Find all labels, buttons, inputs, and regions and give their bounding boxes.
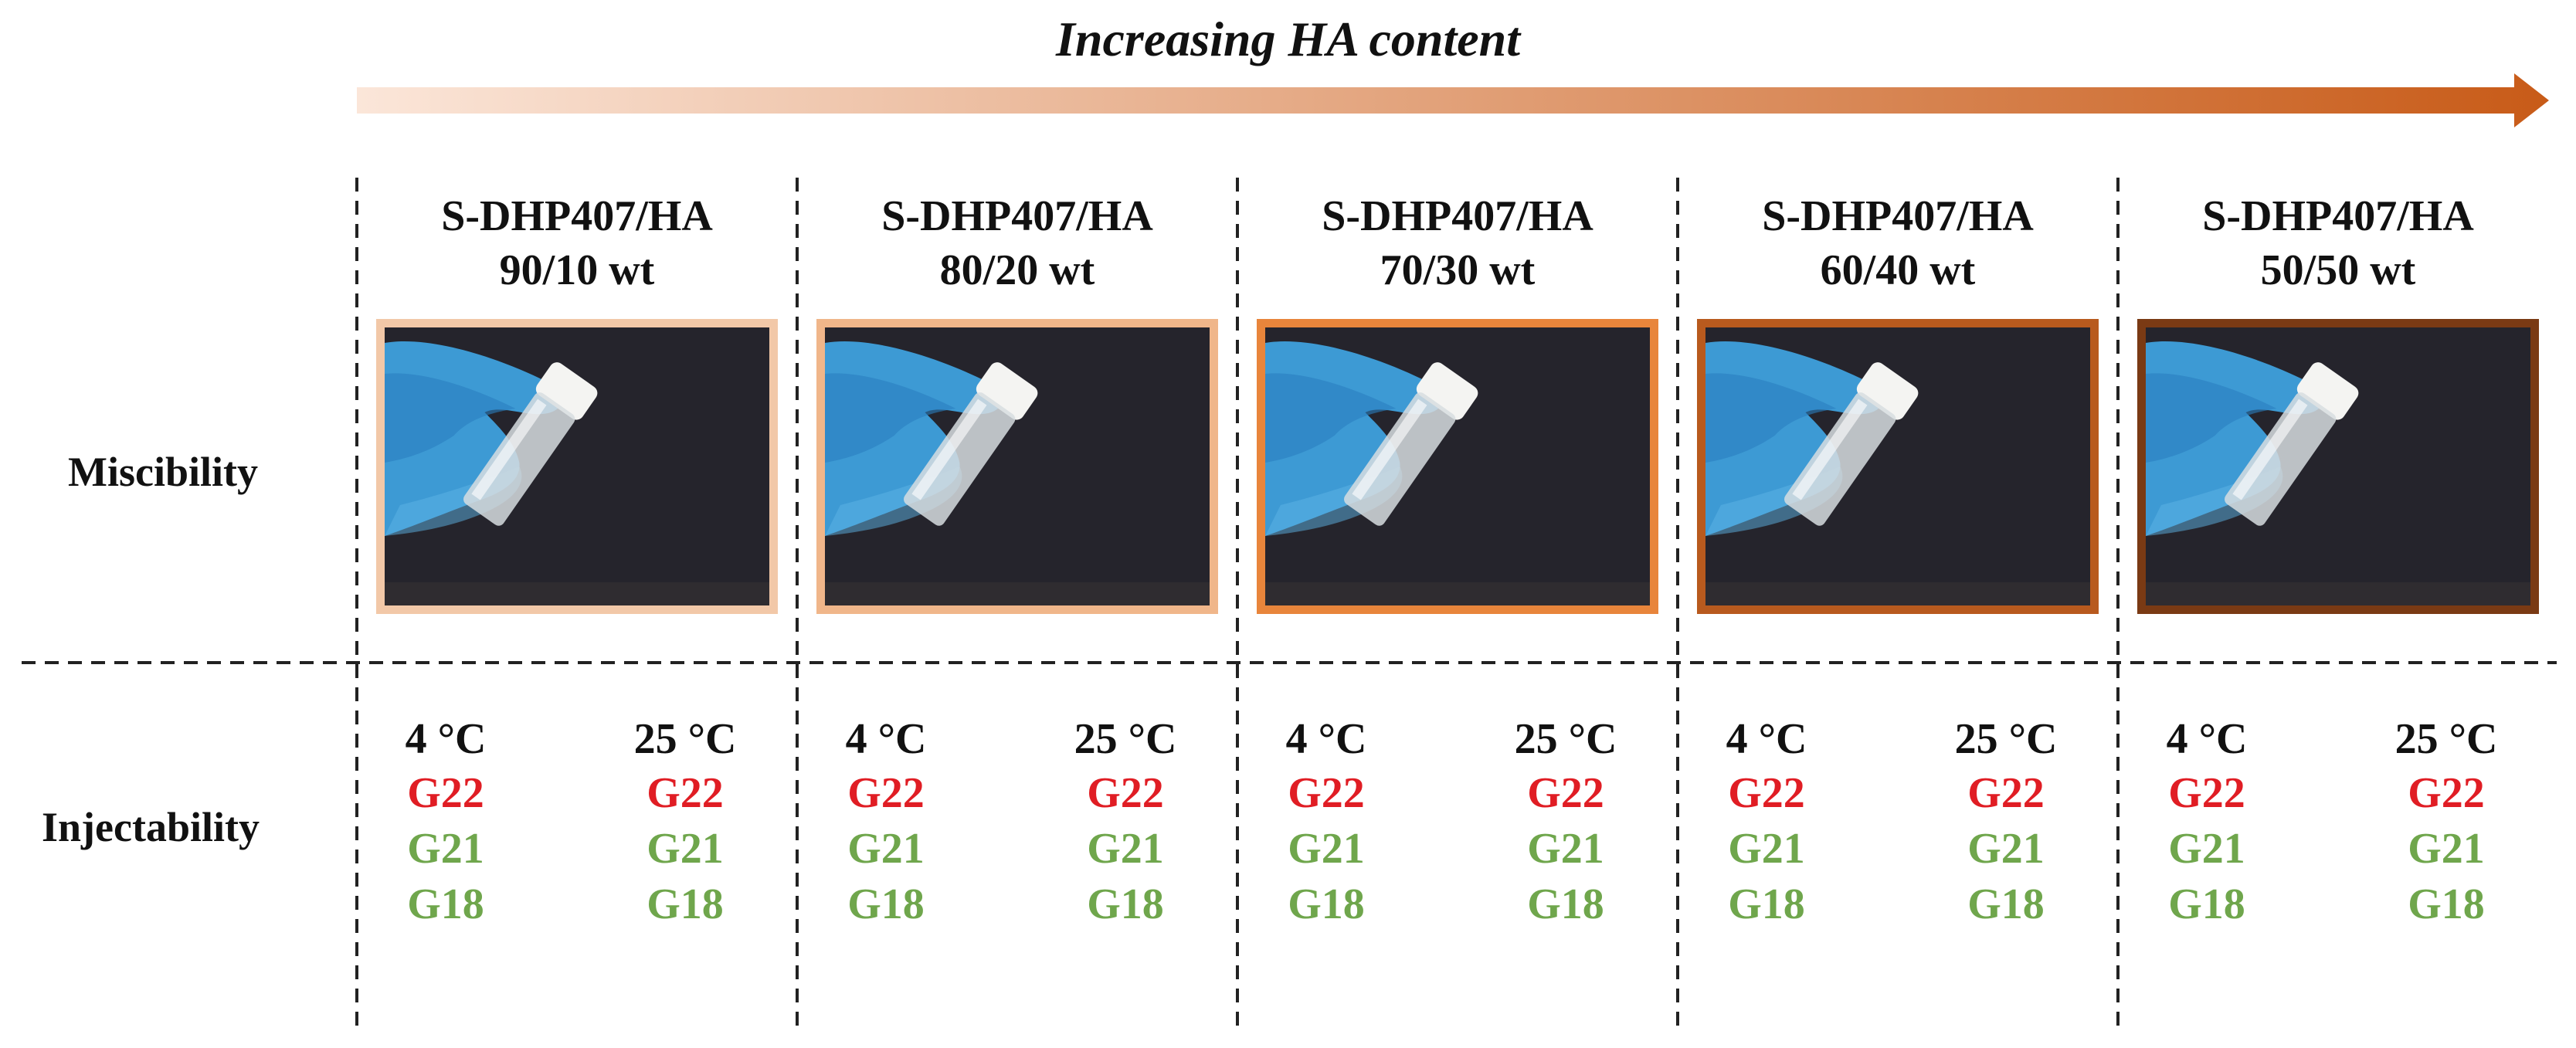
column-title-ratio: 80/20 wt	[939, 246, 1095, 294]
needle-gauge-g22: G22	[1967, 769, 2045, 817]
needle-gauge-g21: G21	[407, 825, 484, 873]
column-title-ratio: 70/30 wt	[1380, 246, 1536, 294]
needle-gauge-g21: G21	[2408, 825, 2485, 873]
vial-photo	[1257, 319, 1658, 614]
temperature-label: 25 °C	[1074, 715, 1177, 763]
column-1: S-DHP407/HA 90/10 wt 4 °C G22 G21 G18 25 °C G2…	[368, 189, 786, 1031]
temperature-label: 25 °C	[2394, 715, 2498, 763]
needle-gauge-g18: G18	[847, 880, 925, 928]
needle-gauge-g21: G21	[647, 825, 724, 873]
vial-photo	[1697, 319, 2099, 614]
column-title: S-DHP407/HA 60/40 wt	[1689, 189, 2106, 297]
column-title-composition: S-DHP407/HA	[881, 192, 1153, 240]
column-4: S-DHP407/HA 60/40 wt 4 °C G22 G21 G18 25 °C G2…	[1689, 189, 2106, 1031]
temperature-label: 4 °C	[405, 715, 487, 763]
column-title: S-DHP407/HA 80/20 wt	[809, 189, 1226, 297]
temperature-label: 25 °C	[1954, 715, 2058, 763]
needle-gauge-g18: G18	[2408, 880, 2485, 928]
column-title: S-DHP407/HA 50/50 wt	[2130, 189, 2547, 297]
temperature-label: 4 °C	[2166, 715, 2248, 763]
column-title-composition: S-DHP407/HA	[2202, 192, 2474, 240]
needle-gauge-g22: G22	[847, 769, 925, 817]
row-label-miscibility: Miscibility	[68, 449, 258, 495]
temperature-label: 4 °C	[1285, 715, 1367, 763]
needle-gauge-g22: G22	[1087, 769, 1164, 817]
temperature-label: 4 °C	[1726, 715, 1807, 763]
needle-gauge-g21: G21	[847, 825, 925, 873]
needle-gauge-g22: G22	[1527, 769, 1604, 817]
needle-gauge-g21: G21	[1527, 825, 1604, 873]
needle-gauge-g18: G18	[2168, 880, 2245, 928]
vial-photo	[2137, 319, 2539, 614]
needle-gauge-g21: G21	[2168, 825, 2245, 873]
needle-gauge-g18: G18	[1728, 880, 1805, 928]
needle-gauge-g21: G21	[1288, 825, 1365, 873]
needle-gauge-g18: G18	[407, 880, 484, 928]
column-2: S-DHP407/HA 80/20 wt 4 °C G22 G21 G18 25 °C G2…	[809, 189, 1226, 1031]
needle-gauge-g22: G22	[407, 769, 484, 817]
needle-gauge-g22: G22	[647, 769, 724, 817]
temperature-label: 4 °C	[845, 715, 927, 763]
row-label-injectability: Injectability	[42, 804, 260, 850]
needle-gauge-g18: G18	[1087, 880, 1164, 928]
temperature-label: 25 °C	[1514, 715, 1617, 763]
needle-gauge-g18: G18	[1967, 880, 2045, 928]
vial-photo	[376, 319, 778, 614]
arrow-shape	[357, 73, 2549, 127]
needle-gauge-g22: G22	[2408, 769, 2485, 817]
vial-photo	[816, 319, 1218, 614]
column-title-ratio: 90/10 wt	[499, 246, 655, 294]
column-5: S-DHP407/HA 50/50 wt 4 °C G22 G21 G18 25 °C G2…	[2130, 189, 2547, 1031]
needle-gauge-g22: G22	[1288, 769, 1365, 817]
increasing-ha-arrow	[357, 73, 2549, 127]
needle-gauge-g21: G21	[1728, 825, 1805, 873]
column-title: S-DHP407/HA 70/30 wt	[1249, 189, 1666, 297]
column-3: S-DHP407/HA 70/30 wt 4 °C G22 G21 G18 25 °C G2…	[1249, 189, 1666, 1031]
column-title-composition: S-DHP407/HA	[1762, 192, 2034, 240]
column-title-composition: S-DHP407/HA	[1322, 192, 1593, 240]
needle-gauge-g21: G21	[1087, 825, 1164, 873]
column-title-ratio: 60/40 wt	[1820, 246, 1976, 294]
column-title-composition: S-DHP407/HA	[441, 192, 713, 240]
needle-gauge-g21: G21	[1967, 825, 2045, 873]
column-title: S-DHP407/HA 90/10 wt	[368, 189, 786, 297]
needle-gauge-g18: G18	[1288, 880, 1365, 928]
needle-gauge-g22: G22	[1728, 769, 1805, 817]
needle-gauge-g22: G22	[2168, 769, 2245, 817]
column-title-ratio: 50/50 wt	[2260, 246, 2416, 294]
needle-gauge-g18: G18	[1527, 880, 1604, 928]
needle-gauge-g18: G18	[647, 880, 724, 928]
temperature-label: 25 °C	[633, 715, 737, 763]
arrow-label: Increasing HA content	[1056, 12, 1520, 66]
